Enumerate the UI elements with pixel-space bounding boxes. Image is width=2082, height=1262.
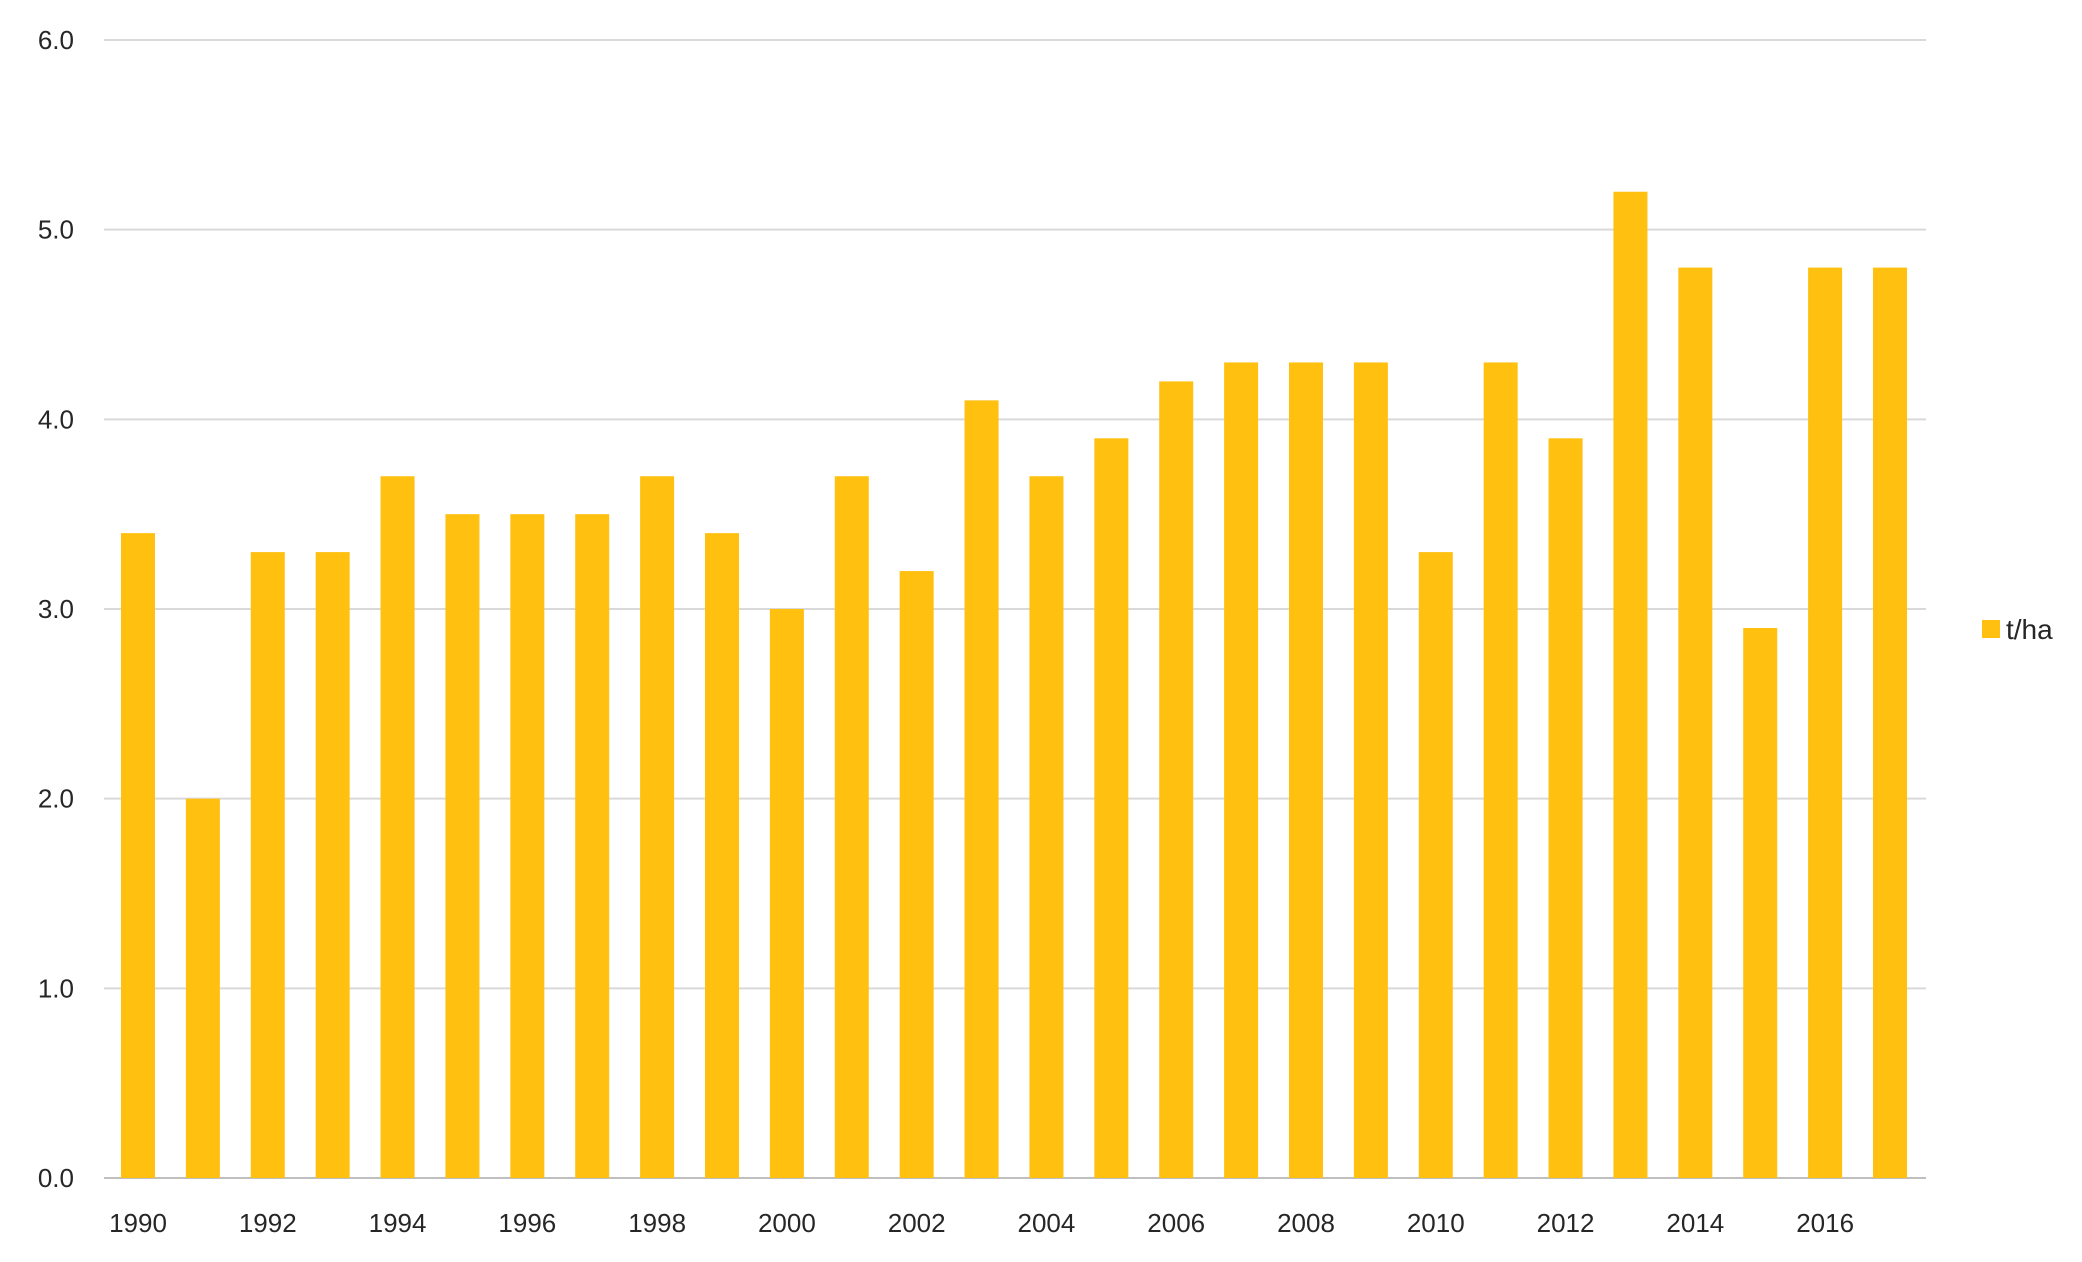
x-tick-label: 1990 <box>109 1208 167 1238</box>
x-tick-label: 2014 <box>1666 1208 1724 1238</box>
x-tick-label: 1998 <box>628 1208 686 1238</box>
bar-2013 <box>1613 191 1648 1178</box>
bar-2017 <box>1873 267 1907 1179</box>
bar-2005 <box>1094 438 1129 1178</box>
bar-2015 <box>1743 627 1778 1178</box>
x-axis-ticks: 1990 1992 1994 1996 1998 2000 2002 2004 2006 2008… <box>109 1208 1854 1238</box>
x-tick-label: 2004 <box>1018 1208 1076 1238</box>
gridlines <box>104 39 1926 1179</box>
bar-1993 <box>315 552 350 1178</box>
x-tick-label: 2000 <box>758 1208 816 1238</box>
bar-2014 <box>1678 267 1713 1179</box>
bar-1990 <box>121 533 155 1178</box>
y-tick-label: 2.0 <box>38 784 74 814</box>
bar-2011 <box>1483 362 1518 1178</box>
legend: t/ha <box>1982 614 2053 645</box>
x-tick-label: 2016 <box>1796 1208 1854 1238</box>
y-axis-ticks: 0.0 1.0 2.0 3.0 4.0 5.0 6.0 <box>38 25 74 1193</box>
x-tick-label: 1992 <box>239 1208 297 1238</box>
bar-2003 <box>964 400 999 1178</box>
x-tick-label: 2010 <box>1407 1208 1465 1238</box>
bar-2012 <box>1548 438 1583 1178</box>
bar-1998 <box>640 476 675 1178</box>
bar-2001 <box>834 476 869 1178</box>
y-tick-label: 4.0 <box>38 404 74 434</box>
x-tick-label: 2012 <box>1537 1208 1595 1238</box>
bar-1995 <box>445 514 480 1178</box>
bar-2000 <box>769 609 804 1178</box>
bar-1996 <box>510 514 545 1178</box>
bar-1994 <box>380 476 415 1178</box>
y-tick-label: 3.0 <box>38 594 74 624</box>
legend-label: t/ha <box>2006 614 2053 645</box>
y-tick-label: 5.0 <box>38 215 74 245</box>
x-tick-label: 2008 <box>1277 1208 1335 1238</box>
bar-2004 <box>1029 476 1064 1178</box>
legend-swatch <box>1982 620 2000 638</box>
y-tick-label: 0.0 <box>38 1163 74 1193</box>
x-tick-label: 2002 <box>888 1208 946 1238</box>
bar-2016 <box>1808 267 1843 1179</box>
bar-2009 <box>1353 362 1388 1178</box>
bars <box>121 191 1907 1179</box>
bar-2006 <box>1159 381 1194 1178</box>
bar-1992 <box>250 552 285 1178</box>
bar-1997 <box>575 514 610 1178</box>
bar-1999 <box>705 533 739 1178</box>
x-tick-label: 1994 <box>369 1208 427 1238</box>
bar-1991 <box>185 798 220 1178</box>
bar-2007 <box>1224 362 1259 1178</box>
x-tick-label: 2006 <box>1147 1208 1205 1238</box>
bar-2010 <box>1418 552 1453 1178</box>
y-tick-label: 1.0 <box>38 973 74 1003</box>
x-tick-label: 1996 <box>498 1208 556 1238</box>
bar-2002 <box>899 571 934 1178</box>
y-tick-label: 6.0 <box>38 25 74 55</box>
bar-2008 <box>1289 362 1323 1178</box>
